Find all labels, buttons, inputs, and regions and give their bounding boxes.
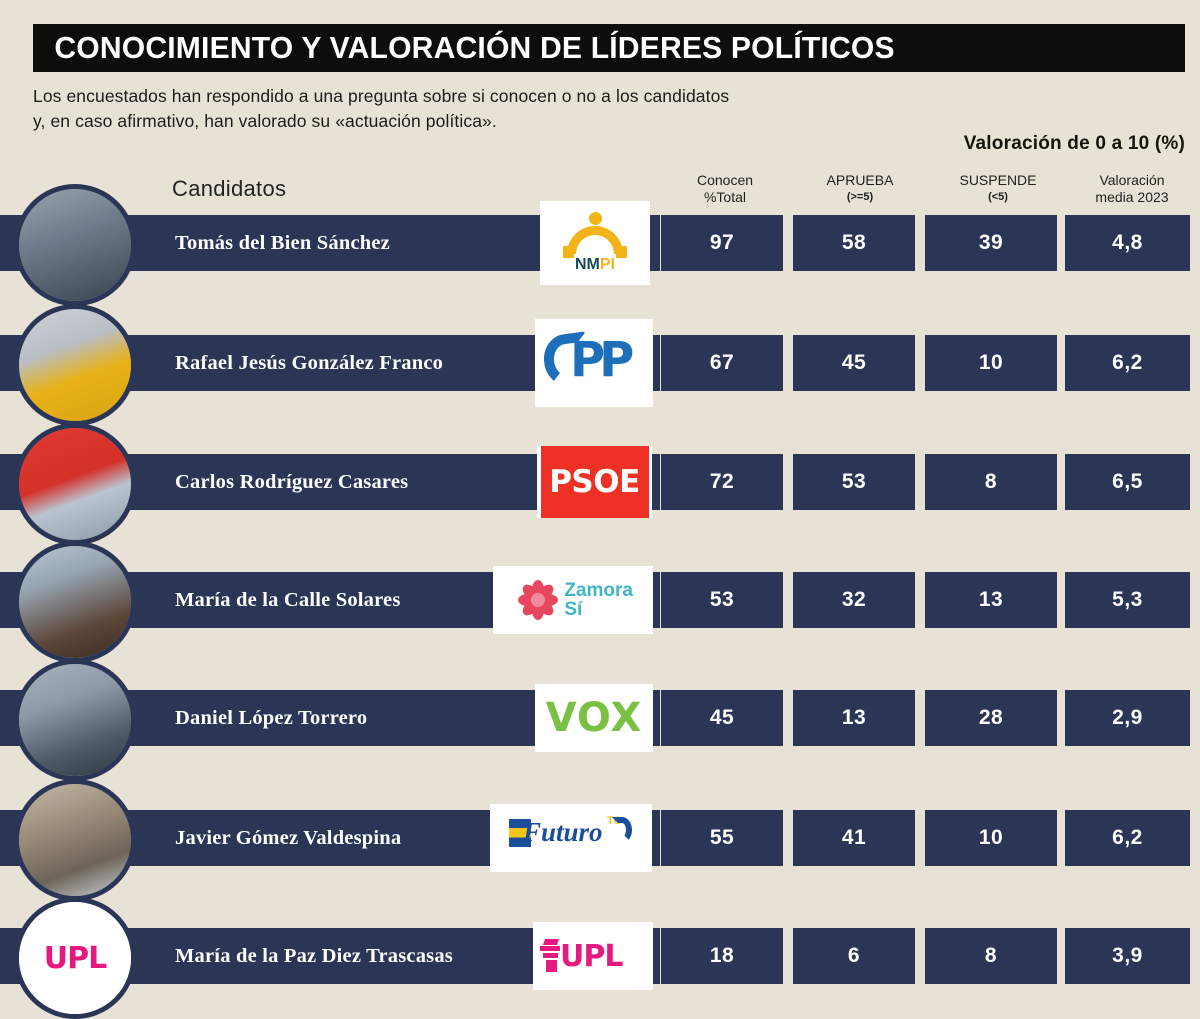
column-header-aprueba: APRUEBA (>=5) <box>826 172 894 203</box>
pp-logo: PP <box>535 319 653 407</box>
candidate-name: María de la Calle Solares <box>175 588 401 611</box>
candidate-name: María de la Paz Diez Trascasas <box>175 944 453 967</box>
cell-aprueba: 53 <box>793 454 915 510</box>
candidate-name: Carlos Rodríguez Casares <box>175 470 409 493</box>
subtitle-text: Los encuestados han respondido a una pre… <box>33 86 730 131</box>
cell-valoracion: 6,2 <box>1065 335 1190 391</box>
candidate-name: Daniel López Torrero <box>175 706 368 729</box>
page-title: CONOCIMIENTO Y VALORACIÓN DE LÍDERES POL… <box>54 30 895 65</box>
avatar <box>14 304 136 426</box>
candidate-name: Tomás del Bien Sánchez <box>175 231 390 254</box>
cell-valoracion: 5,3 <box>1065 572 1190 628</box>
column-headers: Conocen %Total APRUEBA (>=5) SUSPENDE (<… <box>0 172 1200 212</box>
cell-aprueba: 45 <box>793 335 915 391</box>
cell-conocen: 18 <box>661 928 783 984</box>
cell-conocen: 45 <box>661 690 783 746</box>
candidate-name: Rafael Jesús González Franco <box>175 351 444 374</box>
cell-aprueba: 41 <box>793 810 915 866</box>
cell-valoracion: 3,9 <box>1065 928 1190 984</box>
cell-conocen: 67 <box>661 335 783 391</box>
cell-valoracion: 6,2 <box>1065 810 1190 866</box>
cell-aprueba: 13 <box>793 690 915 746</box>
cell-aprueba: 58 <box>793 215 915 271</box>
table-row: Rafael Jesús González Franco PP 67 45 10… <box>0 304 1200 426</box>
vox-logo: VOX <box>535 684 653 752</box>
avatar <box>14 184 136 306</box>
upl-logo: UPL <box>533 922 653 990</box>
candidates-column-label: Candidatos <box>172 176 287 201</box>
cell-suspende: 10 <box>925 335 1057 391</box>
cell-conocen: 53 <box>661 572 783 628</box>
table-row: Tomás del Bien Sánchez NMPI 97 58 39 4,8 <box>0 184 1200 306</box>
cell-suspende: 13 <box>925 572 1057 628</box>
table-row: Carlos Rodríguez Casares PSOE 72 53 8 6,… <box>0 423 1200 545</box>
cell-aprueba: 6 <box>793 928 915 984</box>
cell-valoracion: 6,5 <box>1065 454 1190 510</box>
avatar <box>14 423 136 545</box>
cell-conocen: 97 <box>661 215 783 271</box>
avatar <box>14 659 136 781</box>
column-header-conocen: Conocen %Total <box>696 172 754 205</box>
futuro-logo: Futuro TO <box>490 804 652 872</box>
lion-icon <box>538 939 564 973</box>
cell-valoracion: 2,9 <box>1065 690 1190 746</box>
avatar <box>14 779 136 901</box>
cell-valoracion: 4,8 <box>1065 215 1190 271</box>
cell-suspende: 8 <box>925 928 1057 984</box>
zamorasi-logo: Zamora Sí <box>493 566 653 634</box>
column-header-suspende: SUSPENDE (<5) <box>959 172 1037 203</box>
cell-aprueba: 32 <box>793 572 915 628</box>
cell-conocen: 72 <box>661 454 783 510</box>
avatar: UPL <box>14 897 136 1019</box>
scale-note: Valoración de 0 a 10 (%) <box>963 133 1185 154</box>
cell-suspende: 28 <box>925 690 1057 746</box>
psoe-logo: PSOE <box>537 446 652 518</box>
table-row: María de la Calle Solares Zamora Sí <box>0 541 1200 663</box>
cell-conocen: 55 <box>661 810 783 866</box>
flower-icon <box>517 579 558 621</box>
table-row: UPL María de la Paz Diez Trascasas UPL 1… <box>0 897 1200 1019</box>
column-header-valoracion: Valoración media 2023 <box>1095 172 1169 205</box>
nmpi-logo: NMPI <box>540 201 650 285</box>
cell-suspende: 10 <box>925 810 1057 866</box>
table-row: Javier Gómez Valdespina Futuro TO 55 41 … <box>0 779 1200 901</box>
avatar <box>14 541 136 663</box>
table-row: Daniel López Torrero VOX 45 13 28 2,9 <box>0 659 1200 781</box>
cell-suspende: 39 <box>925 215 1057 271</box>
cell-suspende: 8 <box>925 454 1057 510</box>
title-bar: CONOCIMIENTO Y VALORACIÓN DE LÍDERES POL… <box>33 24 1185 72</box>
candidate-name: Javier Gómez Valdespina <box>175 826 402 849</box>
